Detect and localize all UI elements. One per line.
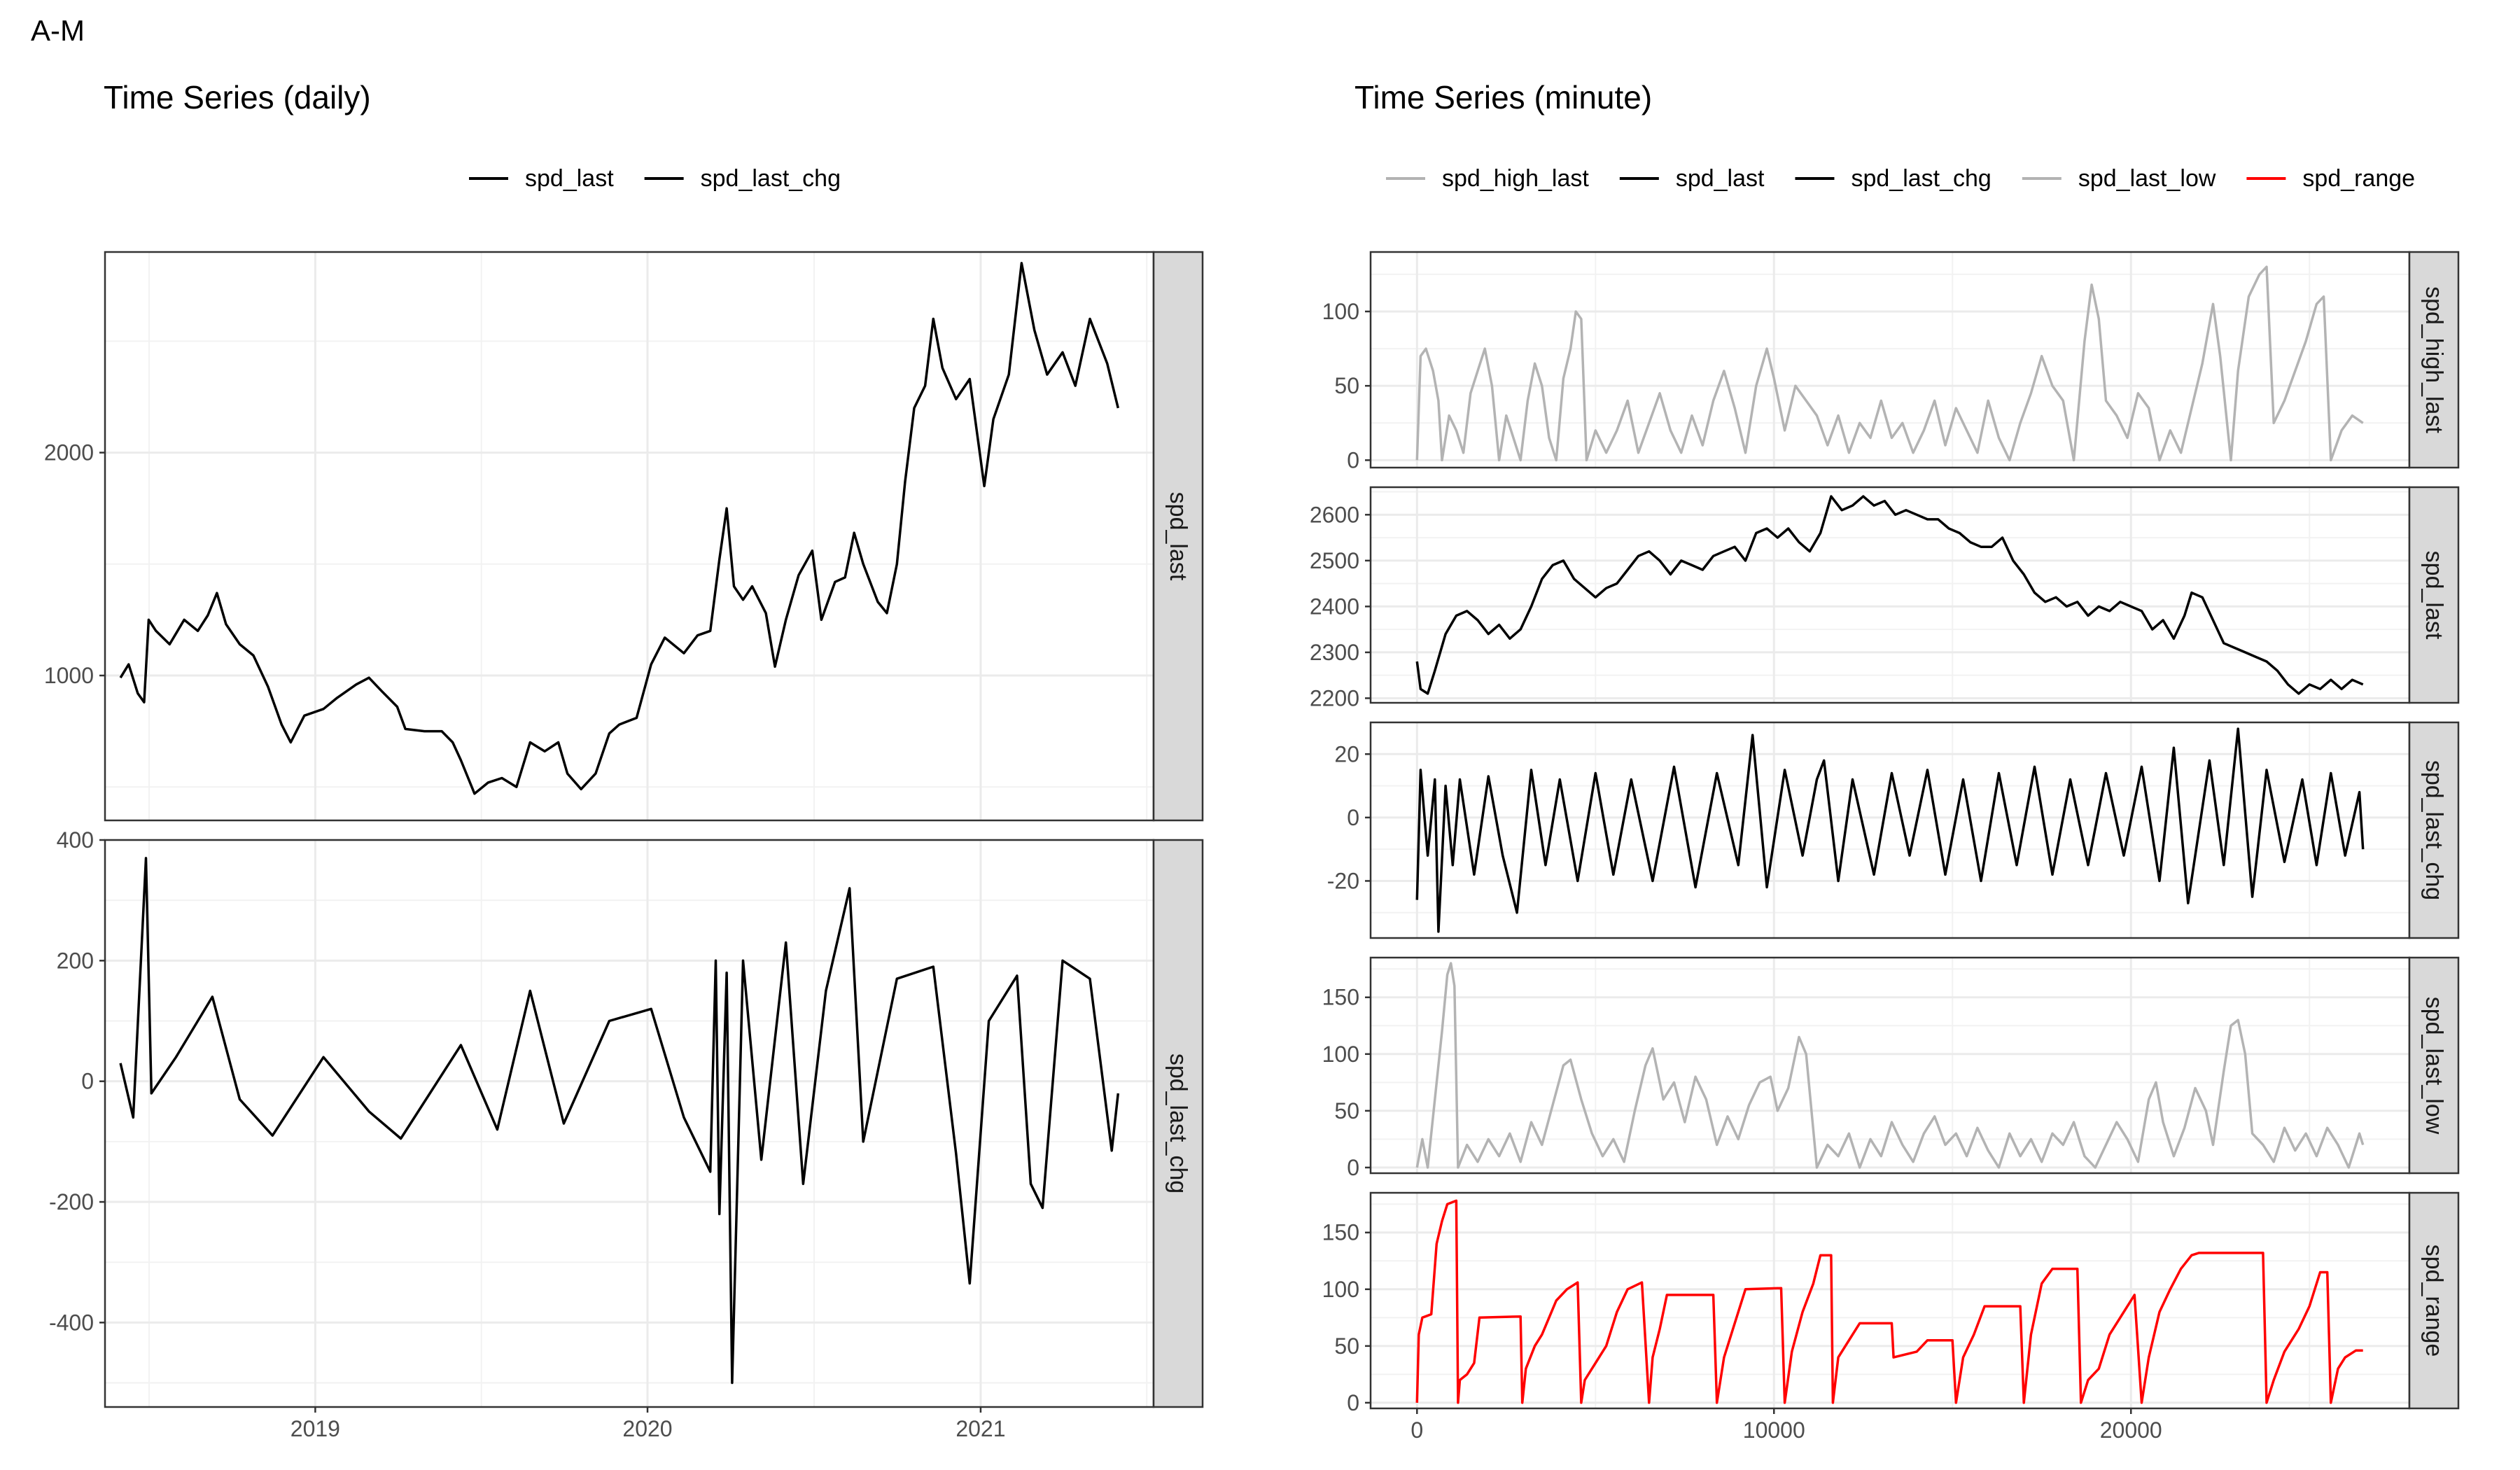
- facet-spd-last-low: spd_last_low 0 50 100 150: [1322, 956, 2460, 1180]
- y-tick-label: 2200: [1310, 685, 1359, 710]
- facet-strip: [2408, 251, 2460, 469]
- panel-background: [1371, 1193, 2409, 1408]
- series-line-spd-last-chg: [1415, 727, 2365, 933]
- legend-label: spd_last: [1676, 165, 1765, 192]
- x-tick-label: 2020: [622, 1416, 672, 1441]
- legend-label: spd_last_low: [2078, 165, 2216, 192]
- chart-minute: Time Series (minute) spd_high_last spd_la…: [1310, 79, 2460, 1443]
- series-line-spd-last: [1415, 495, 2364, 695]
- y-tick-label: 100: [1322, 1277, 1359, 1302]
- facet-strip-label: spd_last_chg: [2421, 760, 2447, 900]
- legend-item-spd-last-low: spd_last_low: [2022, 165, 2216, 192]
- chart-minute-plot: spd_high_last 0 50 100 spd_last 2200 2300 2400 2…: [1310, 251, 2460, 1443]
- legend-item-spd-last: spd_last: [469, 165, 614, 192]
- facet-spd-range: spd_range 0 50 100 150 0 10000 20000: [1322, 1191, 2460, 1443]
- legend-item-spd-last-chg: spd_last_chg: [1795, 165, 1991, 192]
- facet-strip: [2408, 486, 2460, 704]
- y-tick-label: 150: [1322, 985, 1359, 1010]
- x-tick-label: 2021: [955, 1416, 1005, 1441]
- facet-strip-label: spd_range: [2421, 1245, 2447, 1357]
- legend-item-spd-range: spd_range: [2246, 165, 2415, 192]
- y-tick-label: 100: [1322, 299, 1359, 324]
- y-tick-label: 2000: [44, 440, 94, 465]
- series-line-spd-last-low: [1415, 962, 2365, 1169]
- y-tick-label: 1000: [44, 663, 94, 688]
- y-tick-label: 2400: [1310, 594, 1359, 619]
- facet-strip-label: spd_high_last: [2421, 286, 2447, 433]
- chart-daily-title: Time Series (daily): [104, 79, 371, 115]
- series-line-spd-last: [119, 262, 1119, 795]
- chart-minute-title: Time Series (minute): [1354, 79, 1652, 115]
- y-tick-label: 50: [1334, 1098, 1359, 1124]
- facet-strip: [1152, 839, 1204, 1408]
- y-tick-label: 2600: [1310, 502, 1359, 527]
- series-line-spd-last-chg: [119, 857, 1120, 1385]
- facet-strip: [2408, 956, 2460, 1175]
- legend-label: spd_last_chg: [1851, 165, 1991, 192]
- figure-tag: A-M: [31, 14, 85, 47]
- series-line-spd-range: [1415, 1199, 2363, 1404]
- x-tick-label: 0: [1410, 1418, 1423, 1443]
- legend-item-spd-last: spd_last: [1619, 165, 1765, 192]
- chart-daily-legend: spd_last spd_last_chg: [469, 165, 841, 192]
- facet-strip-label: spd_last: [1165, 492, 1191, 581]
- series-line-spd-high-last: [1415, 265, 2364, 462]
- facet-spd-last: spd_last 2200 2300 2400 2500 2600: [1310, 486, 2460, 710]
- facet-strip-label: spd_last_chg: [1165, 1054, 1191, 1194]
- y-tick-label: 0: [1347, 1390, 1359, 1415]
- y-tick-label: 50: [1334, 1334, 1359, 1359]
- x-tick-label: 20000: [2100, 1418, 2162, 1443]
- facet-strip: [2408, 1191, 2460, 1410]
- y-tick-label: 50: [1334, 373, 1359, 398]
- y-tick-label: -200: [49, 1189, 94, 1214]
- y-tick-label: -20: [1327, 868, 1359, 893]
- facet-spd-high-last: spd_high_last 0 50 100: [1322, 251, 2460, 472]
- y-tick-label: 20: [1334, 741, 1359, 766]
- chart-daily: Time Series (daily) spd_last spd_last_chg…: [44, 79, 1204, 1441]
- y-tick-label: 400: [57, 827, 94, 853]
- facet-spd-last-chg: spd_last_chg -20 0 20: [1327, 721, 2460, 939]
- y-tick-label: 2300: [1310, 640, 1359, 665]
- facet-spd-last-chg: spd_last_chg -400 -200 0 200 400 2019 2020 2021: [49, 827, 1204, 1441]
- facet-strip-label: spd_last_low: [2421, 997, 2447, 1135]
- legend-label: spd_last: [525, 165, 614, 192]
- legend-label: spd_range: [2302, 165, 2415, 192]
- facet-strip: [2408, 721, 2460, 939]
- x-tick-label: 2019: [290, 1416, 340, 1441]
- panel-background: [1371, 722, 2409, 938]
- y-tick-label: 0: [81, 1069, 94, 1094]
- chart-daily-plot: spd_last 1000 2000 spd_last_chg -400 -200 0 200…: [44, 251, 1204, 1441]
- y-tick-label: 0: [1347, 1155, 1359, 1180]
- y-tick-label: 0: [1347, 805, 1359, 830]
- y-tick-label: -400: [49, 1310, 94, 1335]
- panel-background: [105, 252, 1154, 820]
- panel-background: [1371, 487, 2409, 703]
- legend-label: spd_high_last: [1442, 165, 1589, 192]
- legend-label: spd_last_chg: [701, 165, 841, 192]
- legend-item-spd-high-last: spd_high_last: [1386, 165, 1589, 192]
- facet-strip: [1152, 251, 1204, 822]
- facet-spd-last: spd_last 1000 2000: [44, 251, 1204, 822]
- x-tick-label: 10000: [1743, 1418, 1805, 1443]
- y-tick-label: 200: [57, 948, 94, 973]
- y-tick-label: 100: [1322, 1042, 1359, 1067]
- y-tick-label: 0: [1347, 447, 1359, 472]
- y-tick-label: 150: [1322, 1220, 1359, 1245]
- chart-minute-legend: spd_high_last spd_last spd_last_chg spd_las…: [1386, 165, 2415, 192]
- y-tick-label: 2500: [1310, 548, 1359, 573]
- legend-item-spd-last-chg: spd_last_chg: [644, 165, 841, 192]
- facet-strip-label: spd_last: [2421, 551, 2447, 640]
